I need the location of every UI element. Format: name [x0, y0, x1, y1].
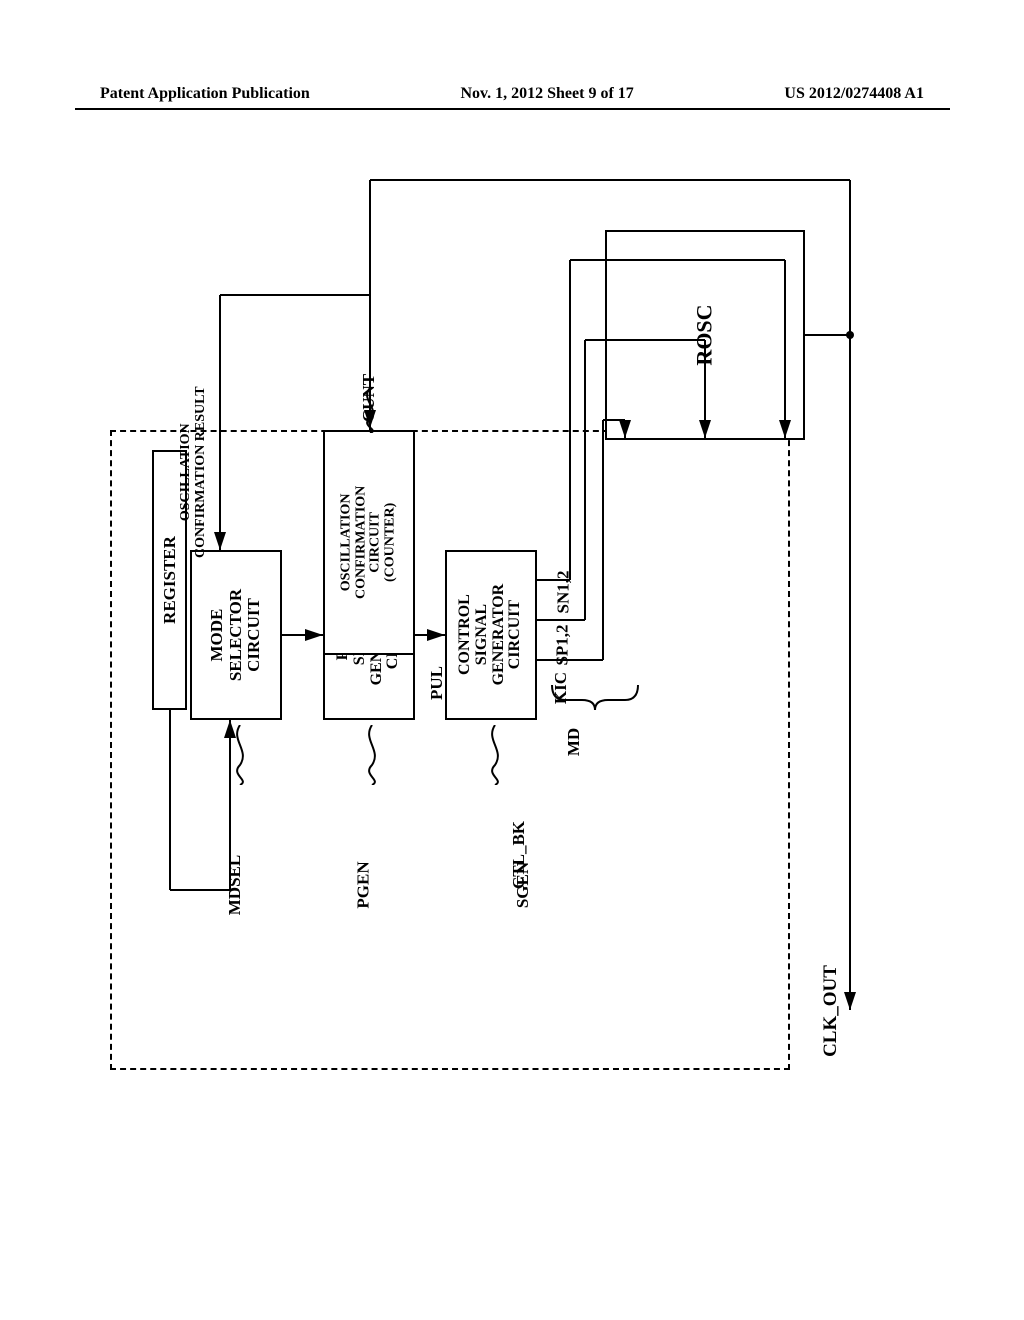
header-right: US 2012/0274408 A1	[784, 85, 924, 103]
header-center: Nov. 1, 2012 Sheet 9 of 17	[460, 85, 633, 103]
wires	[70, 130, 880, 1080]
figure-canvas: FIG. 10 CTL_BK REGISTER MODESELECTORCIRC…	[70, 130, 880, 1080]
header-left: Patent Application Publication	[100, 85, 310, 103]
header-divider	[75, 108, 950, 110]
